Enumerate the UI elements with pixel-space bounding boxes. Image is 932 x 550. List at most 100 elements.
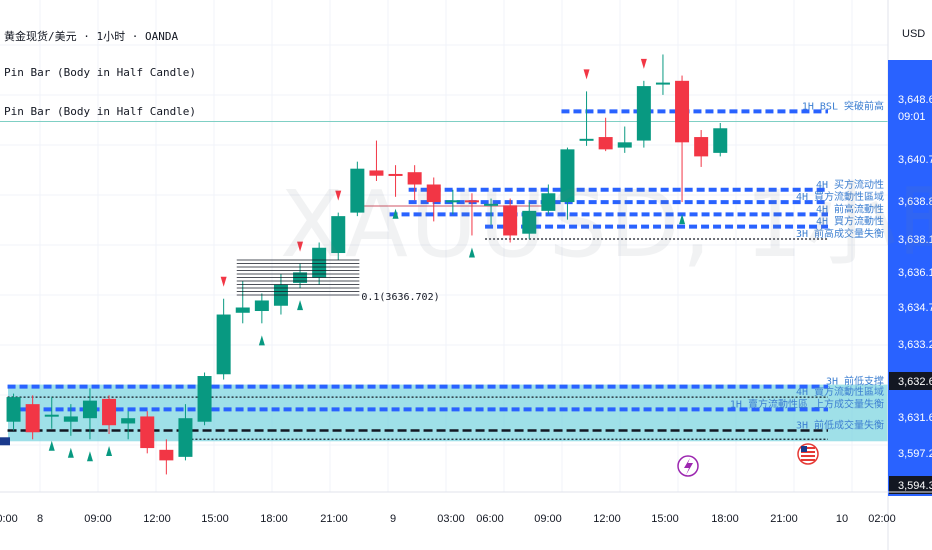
level-label: 4H 買方流動性區域 (796, 190, 884, 203)
time-axis-label[interactable]: 15:00 (651, 513, 679, 525)
level-label: 4H 前高流動性 (816, 202, 884, 215)
flag-stripe (801, 459, 815, 461)
level-label: 4H 賣方流動性區域 (796, 385, 884, 398)
level-label: 3H 前低支撑 (826, 375, 884, 388)
candle-body[interactable] (6, 397, 21, 422)
candle-body[interactable] (560, 149, 575, 203)
price-axis-label[interactable]: 3,636.150 (898, 267, 932, 279)
pinbar-markers (48, 58, 686, 462)
candle-body[interactable] (44, 414, 59, 417)
price-axis-label[interactable]: 3,648.665 (898, 94, 932, 106)
symbol-title[interactable]: 黄金现货/美元 · 1小时 · OANDA (4, 30, 179, 43)
time-axis-label[interactable]: 21:00 (320, 513, 348, 525)
pinbar-down-marker (297, 241, 304, 252)
time-axis-label[interactable]: 21:00 (770, 513, 798, 525)
symbol-watermark: XAUUSD, 1小时 (280, 171, 932, 278)
time-axis-label[interactable]: 8 (37, 513, 43, 525)
fib-label-stack: 0.1(3636.702) (236, 259, 440, 303)
candle-body[interactable] (102, 398, 117, 426)
candle-series (6, 54, 728, 475)
bar-countdown: 09:01 (898, 111, 926, 123)
level-label: 3H 前低成交量失衡 (796, 419, 884, 432)
candle-body[interactable] (331, 216, 346, 254)
candle-body[interactable] (598, 137, 613, 150)
time-axis-label[interactable]: 15:00 (201, 513, 229, 525)
pinbar-up-marker (86, 451, 93, 462)
price-axis-label[interactable]: 3,594.330 (898, 480, 932, 492)
candle-body[interactable] (63, 416, 78, 422)
price-axis-label[interactable]: 3,633.267 (898, 339, 932, 351)
fib-label: 0.1(3636.702) (361, 292, 439, 303)
time-axis-label[interactable]: 18:00 (260, 513, 288, 525)
price-axis-label[interactable]: 3,631.681 (898, 412, 932, 424)
level-label: 1H 賣方流動性區 上方成交量失衡 (730, 397, 884, 410)
time-axis-label[interactable]: 00:00 (0, 513, 18, 525)
candle-body[interactable] (178, 418, 193, 457)
candle-body[interactable] (617, 142, 632, 148)
candle-body[interactable] (235, 307, 250, 313)
candle-body[interactable] (713, 128, 728, 153)
candle-body[interactable] (655, 82, 670, 85)
price-axis-label[interactable]: 3,597.200 (898, 448, 932, 460)
candle-body[interactable] (445, 200, 460, 203)
candle-body[interactable] (407, 172, 422, 185)
candle-body[interactable] (216, 314, 231, 375)
time-axis-label[interactable]: 09:00 (534, 513, 562, 525)
candle-body[interactable] (675, 80, 690, 143)
time-axis-label[interactable]: 06:00 (476, 513, 504, 525)
candle-body[interactable] (369, 170, 384, 176)
flag-stripe (801, 447, 815, 449)
candle-body[interactable] (484, 203, 499, 206)
candle-body[interactable] (25, 404, 40, 433)
lightning-glyph (684, 458, 693, 475)
candle-body[interactable] (503, 205, 518, 236)
time-axis-label[interactable]: 9 (390, 513, 396, 525)
time-axis-label[interactable]: 03:00 (437, 513, 465, 525)
price-axis-label[interactable]: 3,638.812 (898, 196, 932, 208)
candle-body[interactable] (694, 137, 709, 157)
pinbar-up-marker (106, 446, 113, 457)
pinbar-up-marker (297, 300, 304, 311)
flag-stripe (801, 451, 815, 453)
indicator-legend-1[interactable]: Pin Bar (Body in Half Candle) (4, 66, 197, 79)
time-axis-label[interactable]: 12:00 (143, 513, 171, 525)
candle-body[interactable] (579, 138, 594, 141)
zone-edge-marker (0, 437, 10, 446)
candle-body[interactable] (254, 300, 269, 312)
time-axis-label[interactable]: 09:00 (84, 513, 112, 525)
pinbar-up-marker (679, 214, 686, 225)
candle-body[interactable] (426, 184, 441, 203)
time-axis-label[interactable]: 18:00 (711, 513, 739, 525)
candle-body[interactable] (541, 193, 556, 211)
time-axis-label[interactable]: 12:00 (593, 513, 621, 525)
price-tag-dark (889, 372, 932, 390)
price-axis-label[interactable]: 3,634.730 (898, 302, 932, 314)
level-label: 3H 前高成交量失衡 (796, 227, 884, 240)
candle-body[interactable] (121, 418, 136, 424)
price-axis-label[interactable]: 3,638.136 (898, 234, 932, 246)
candle-body[interactable] (197, 376, 212, 422)
candle-body[interactable] (140, 416, 155, 449)
candle-body[interactable] (388, 173, 403, 176)
price-axis[interactable]: 3,648.665 3,640.740 3,638.812 3,638.136 3,63… (887, 0, 932, 550)
pinbar-up-marker (258, 335, 265, 346)
candle-body[interactable] (82, 400, 97, 419)
time-axis[interactable]: 00:00 8 09:00 12:00 15:00 18:00 21:00 9 03:00 06:… (0, 491, 932, 525)
price-axis-label[interactable]: 3,640.740 (898, 154, 932, 166)
candle-body[interactable] (522, 210, 537, 234)
flag-stripe (801, 455, 815, 457)
price-axis-label[interactable]: 3,632.660 (898, 376, 932, 388)
candle-body[interactable] (159, 449, 174, 461)
candle-body[interactable] (350, 168, 365, 213)
liquidity-zone (0, 384, 890, 446)
time-axis-label[interactable]: 10 (836, 513, 848, 525)
pinbar-up-marker (468, 247, 475, 258)
candle-body[interactable] (464, 200, 479, 203)
candle-body[interactable] (636, 86, 651, 141)
flag-canton (801, 446, 807, 452)
indicator-legend-2[interactable]: Pin Bar (Body in Half Candle) (4, 105, 197, 118)
time-axis-label[interactable]: 02:00 (868, 513, 896, 525)
currency-label[interactable]: USD (902, 28, 926, 40)
